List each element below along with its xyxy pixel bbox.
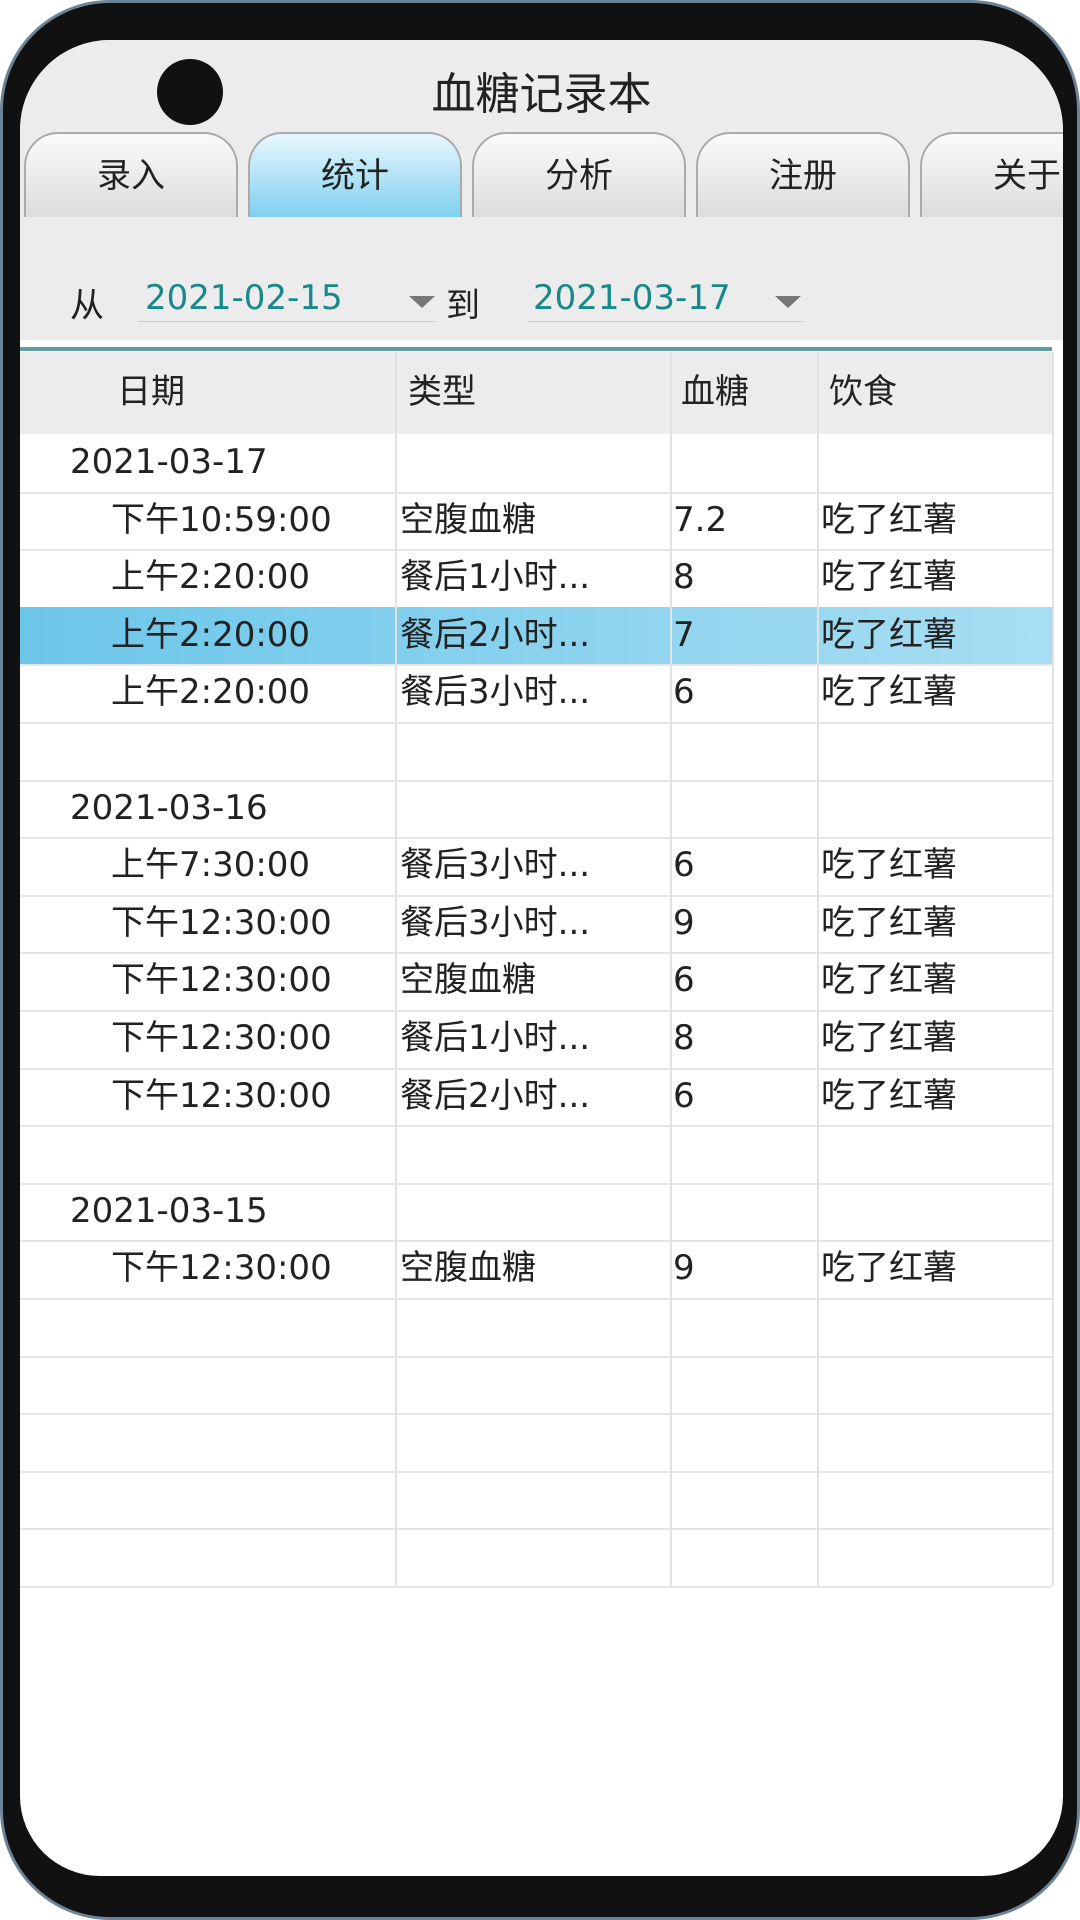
column-header: 血糖	[681, 372, 749, 412]
cell-text[interactable]: 餐后2小时...	[400, 614, 591, 655]
screen: 血糖记录本 录入 统计 分析 注册 关于 从 2021-02-15 到 2021-03-…	[20, 40, 1063, 1876]
cell-text[interactable]: 6	[673, 672, 695, 713]
cell-text[interactable]: 6	[673, 960, 695, 1001]
group-date: 2021-03-16	[70, 787, 268, 828]
cell-text[interactable]: 吃了红薯	[821, 1248, 957, 1289]
cell-text[interactable]: 下午12:30:00	[111, 1018, 332, 1058]
cell-text[interactable]: 上午7:30:00	[111, 845, 311, 886]
cell-text[interactable]: 下午12:30:00	[111, 960, 332, 1001]
cell-text[interactable]: 餐后2小时...	[400, 1075, 591, 1116]
from-label: 从	[70, 286, 104, 326]
cell-text[interactable]: 9	[673, 1248, 695, 1289]
cell-text[interactable]: 7.2	[673, 499, 728, 540]
row-line	[20, 1413, 1052, 1416]
cell-text[interactable]: 6	[673, 845, 695, 886]
cell-text[interactable]: 吃了红薯	[821, 902, 957, 943]
tab[interactable]: 分析	[472, 132, 686, 217]
app-title: 血糖记录本	[431, 69, 652, 120]
cell-text[interactable]: 餐后1小时...	[400, 557, 591, 598]
tab[interactable]: 录入	[24, 132, 238, 217]
row-line	[20, 1010, 1052, 1012]
cell-text[interactable]: 上午2:20:00	[111, 672, 311, 713]
cell-text[interactable]: 吃了红薯	[821, 960, 957, 1001]
row-line	[20, 837, 1052, 840]
to-date[interactable]: 2021-03-17	[533, 278, 731, 318]
cell-text[interactable]: 吃了红薯	[821, 614, 957, 655]
cell-text[interactable]: 上午2:20:00	[111, 614, 311, 655]
cell-text[interactable]: 吃了红薯	[821, 557, 957, 598]
row-line	[20, 722, 1052, 724]
cell-text[interactable]: 上午2:20:00	[111, 557, 311, 598]
cell-text[interactable]: 下午10:59:00	[111, 499, 332, 540]
cell-text[interactable]: 吃了红薯	[821, 499, 957, 540]
cell-text[interactable]: 8	[673, 557, 695, 598]
cell-text[interactable]: 空腹血糖	[400, 960, 536, 1001]
column-line	[395, 352, 397, 1586]
row-line	[20, 779, 1052, 782]
cell-text[interactable]: 空腹血糖	[400, 499, 536, 540]
tab[interactable]: 注册	[696, 132, 910, 217]
cell-text[interactable]: 餐后1小时...	[400, 1018, 591, 1058]
cell-text[interactable]: 餐后3小时...	[400, 845, 591, 886]
tab[interactable]: 统计	[248, 132, 462, 217]
row-line	[20, 664, 1052, 667]
cell-text[interactable]: 餐后3小时...	[400, 902, 591, 943]
row-line	[20, 1067, 1052, 1070]
cell-text[interactable]: 9	[673, 902, 695, 943]
row-line	[20, 1528, 1052, 1531]
row-line	[20, 1125, 1052, 1128]
cell-text[interactable]: 下午12:30:00	[111, 1248, 332, 1289]
camera	[157, 59, 223, 125]
underline	[528, 321, 803, 322]
cell-text[interactable]: 吃了红薯	[821, 845, 957, 886]
tab[interactable]: 关于	[920, 132, 1063, 217]
cell-text[interactable]: 吃了红薯	[821, 1018, 957, 1058]
column-line	[1052, 352, 1054, 1586]
row-line	[20, 1298, 1052, 1300]
cell-text[interactable]: 餐后3小时...	[400, 672, 591, 713]
column-line	[817, 352, 819, 1586]
table-header	[20, 352, 1052, 434]
divider	[20, 347, 1052, 351]
cell-text[interactable]: 吃了红薯	[821, 672, 957, 713]
dropdown-arrow[interactable]	[409, 296, 435, 308]
row-line	[20, 1586, 1052, 1588]
cell-text[interactable]: 吃了红薯	[821, 1075, 957, 1116]
cell-text[interactable]: 6	[673, 1075, 695, 1116]
to-label: 到	[446, 286, 480, 326]
selected-row[interactable]	[20, 606, 1052, 665]
group-date: 2021-03-15	[70, 1190, 268, 1231]
row-line	[20, 1182, 1052, 1185]
row-line	[20, 1470, 1052, 1473]
column-header: 类型	[408, 372, 476, 412]
row-line	[20, 549, 1052, 552]
row-line	[20, 1240, 1052, 1243]
cell-text[interactable]: 8	[673, 1018, 695, 1058]
row-line	[20, 491, 1052, 494]
column-header: 饮食	[829, 372, 897, 412]
cell-text[interactable]: 下午12:30:00	[111, 1075, 332, 1116]
dropdown-arrow[interactable]	[775, 296, 801, 308]
group-date: 2021-03-17	[70, 442, 268, 482]
underline	[138, 321, 435, 322]
from-date[interactable]: 2021-02-15	[145, 278, 343, 318]
cell-text[interactable]: 下午12:30:00	[111, 902, 332, 943]
column-line	[670, 352, 672, 1586]
row-line	[20, 952, 1052, 955]
row-line	[20, 1355, 1052, 1358]
row-line	[20, 894, 1052, 897]
cell-text[interactable]: 7	[673, 614, 695, 655]
column-header: 日期	[117, 372, 185, 412]
cell-text[interactable]: 空腹血糖	[400, 1248, 536, 1289]
